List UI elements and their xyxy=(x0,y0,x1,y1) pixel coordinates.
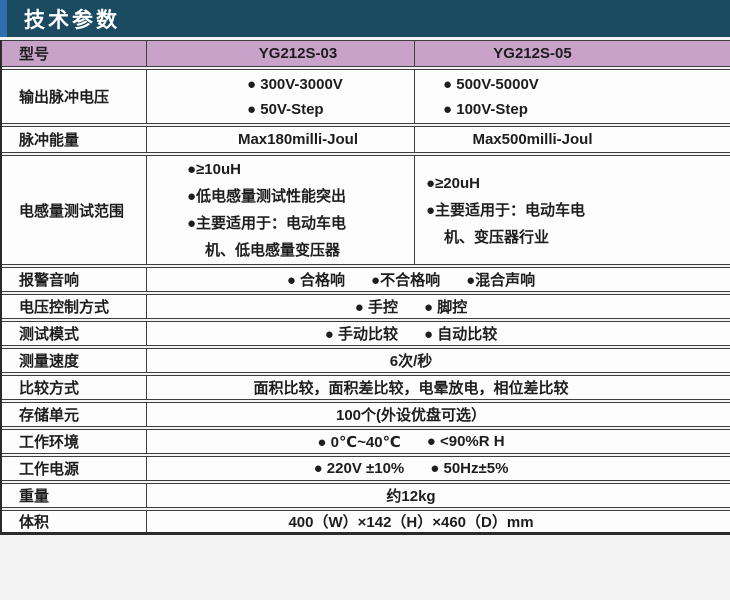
title-band: 技术参数 xyxy=(0,0,730,37)
row-label: 报警音响 xyxy=(2,268,147,291)
bullet-item: ●≥10uH xyxy=(187,161,241,178)
row-storage-units: 存储单元 100个(外设优盘可选） xyxy=(2,402,730,427)
row-measure-speed: 测量速度 6次/秒 xyxy=(2,348,730,373)
row-label: 电压控制方式 xyxy=(2,295,147,318)
model-header-row: 型号 YG212S-03 YG212S-05 xyxy=(2,40,730,67)
row-value: ● 0℃~40℃ ● <90%R H xyxy=(147,430,730,453)
value-part: ● 合格响 xyxy=(286,272,346,289)
row-work-environment: 工作环境 ● 0℃~40℃ ● <90%R H xyxy=(2,429,730,454)
row-output-voltage: 输出脉冲电压 ● 300V-3000V ● 50V-Step ● 500V-50… xyxy=(2,69,730,124)
row-value: 6次/秒 xyxy=(389,353,433,370)
model-b-cell: YG212S-05 xyxy=(493,45,572,62)
row-label: 测量速度 xyxy=(2,349,147,372)
row-value: 约12kg xyxy=(386,488,436,505)
accent-stripe xyxy=(0,0,7,37)
bullet-item: ● 500V-5000V xyxy=(443,75,539,93)
row-value: ● 合格响 ●不合格响 ●混合声响 xyxy=(147,268,730,291)
energy-a-cell: Max180milli-Joul xyxy=(147,127,415,152)
row-comparison-method: 比较方式 面积比较，面积差比较，电晕放电，相位差比较 xyxy=(2,375,730,400)
row-label: 工作电源 xyxy=(2,457,147,480)
row-label: 脉冲能量 xyxy=(2,127,147,152)
row-value: ● 手控 ● 脚控 xyxy=(147,295,730,318)
row-value: ● 手动比较 ● 自动比较 xyxy=(147,322,730,345)
row-test-mode: 测试模式 ● 手动比较 ● 自动比较 xyxy=(2,321,730,346)
row-label: 工作环境 xyxy=(2,430,147,453)
bullet-item: ● 300V-3000V xyxy=(247,75,343,93)
row-value: 400（W）×142（H）×460（D）mm xyxy=(288,514,534,531)
bullet-item: ● 50V-Step xyxy=(247,100,324,118)
value-part: ● 50Hz±5% xyxy=(430,460,509,477)
model-label-cell: 型号 xyxy=(2,41,147,66)
row-label: 比较方式 xyxy=(2,376,147,399)
value-part: ● 手控 xyxy=(354,299,398,316)
value-part: ● 脚控 xyxy=(424,299,468,316)
row-value: ● 220V ±10% ● 50Hz±5% xyxy=(147,457,730,480)
row-label: 测试模式 xyxy=(2,322,147,345)
bullet-item-continuation: 机、低电感量变压器 xyxy=(205,242,341,259)
bullet-list-b: ● 500V-5000V ● 100V-Step xyxy=(415,72,730,122)
bullet-list-a: ● 300V-3000V ● 50V-Step xyxy=(147,72,414,122)
bullet-item-continuation: 机、变压器行业 xyxy=(444,228,550,246)
row-label: 输出脉冲电压 xyxy=(2,70,147,123)
bullet-list-b: ●≥20uH ●主要适用于：电动车电 机、变压器行业 xyxy=(415,170,730,251)
row-label: 存储单元 xyxy=(2,403,147,426)
value-part: ● 手动比较 xyxy=(324,326,398,343)
row-label: 体积 xyxy=(2,511,147,532)
value-part: ● 0℃~40℃ xyxy=(317,433,401,451)
spec-table: 型号 YG212S-03 YG212S-05 输出脉冲电压 ● 300V-300… xyxy=(0,40,730,535)
page-title: 技术参数 xyxy=(24,8,120,32)
row-value: 面积比较，面积差比较，电晕放电，相位差比较 xyxy=(253,380,569,397)
bullet-item: ●主要适用于：电动车电 xyxy=(426,201,586,219)
row-label: 电感量测试范围 xyxy=(2,156,147,264)
row-label: 重量 xyxy=(2,484,147,507)
row-alarm-sound: 报警音响 ● 合格响 ●不合格响 ●混合声响 xyxy=(2,267,730,292)
row-inductance-range: 电感量测试范围 ●≥10uH ●低电感量测试性能突出 ●主要适用于：电动车电 机… xyxy=(2,155,730,265)
row-volume: 体积 400（W）×142（H）×460（D）mm xyxy=(2,510,730,535)
model-a-cell: YG212S-03 xyxy=(147,41,415,66)
bullet-item: ●≥20uH xyxy=(426,174,480,192)
value-part: ● <90%R H xyxy=(426,433,505,450)
value-part: ●不合格响 xyxy=(371,272,441,289)
value-part: ● 自动比较 xyxy=(424,326,498,343)
bullet-list-a: ●≥10uH ●低电感量测试性能突出 ●主要适用于：电动车电 机、低电感量变压器 xyxy=(147,156,414,264)
row-work-power: 工作电源 ● 220V ±10% ● 50Hz±5% xyxy=(2,456,730,481)
row-pulse-energy: 脉冲能量 Max180milli-Joul Max500milli-Joul xyxy=(2,126,730,153)
bullet-item: ● 100V-Step xyxy=(443,100,528,118)
value-part: ●混合声响 xyxy=(466,272,536,289)
row-value: 100个(外设优盘可选） xyxy=(335,407,487,424)
value-part: ● 220V ±10% xyxy=(313,460,405,477)
row-weight: 重量 约12kg xyxy=(2,483,730,508)
bullet-item: ●低电感量测试性能突出 xyxy=(187,188,347,205)
row-voltage-control: 电压控制方式 ● 手控 ● 脚控 xyxy=(2,294,730,319)
bullet-item: ●主要适用于：电动车电 xyxy=(187,215,347,232)
energy-b-cell: Max500milli-Joul xyxy=(472,131,593,148)
